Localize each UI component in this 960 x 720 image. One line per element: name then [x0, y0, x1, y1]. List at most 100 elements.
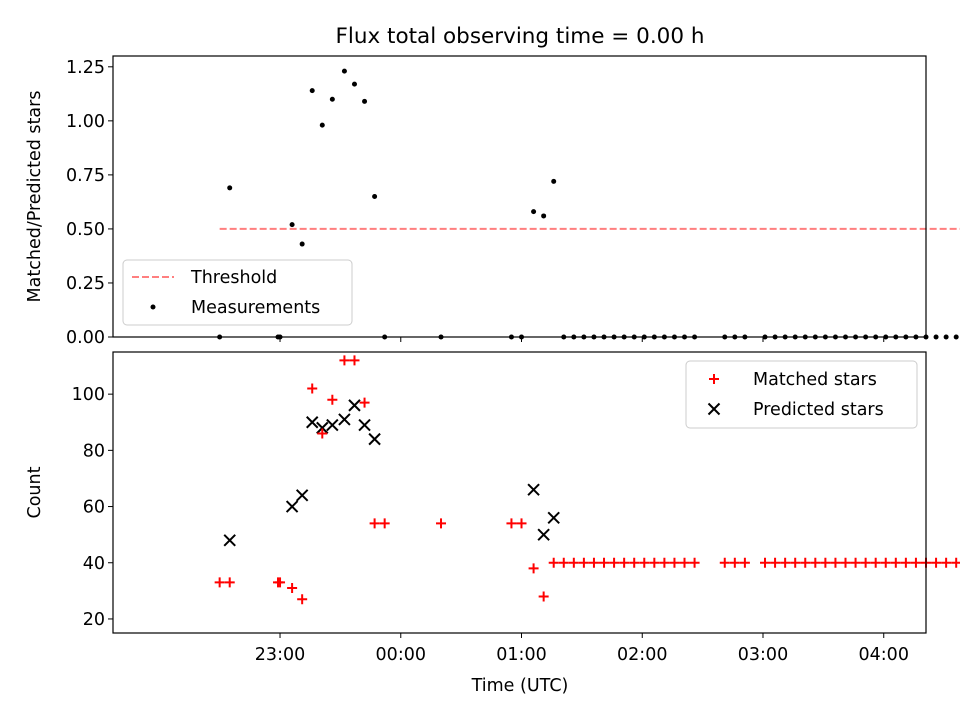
matched-star-marker — [599, 557, 610, 568]
measurement-point — [299, 241, 305, 247]
matched-star-marker — [689, 557, 700, 568]
count-panel-y-label: Count — [25, 466, 45, 518]
matched-star-marker — [659, 557, 670, 568]
y-tick-label: 1.00 — [66, 112, 105, 132]
count-panel-x-ticks: 23:00 00:00 01:00 02:00 03:00 04:00 — [255, 633, 909, 665]
matched-star-marker — [275, 577, 286, 588]
x-tick-label: 03:00 — [738, 645, 788, 665]
matched-star-marker — [679, 557, 690, 568]
matched-star-marker — [317, 428, 328, 439]
predicted-star-marker — [368, 432, 381, 446]
predicted-star-marker — [223, 534, 236, 547]
ratio-panel-y-label: Matched/Predicted stars — [25, 91, 45, 303]
x-tick-label: 02:00 — [617, 645, 667, 665]
predicted-star-marker — [547, 511, 560, 524]
matched-star-marker — [516, 518, 527, 529]
y-tick-label: 60 — [83, 498, 105, 518]
x-axis-label: Time (UTC) — [471, 676, 569, 696]
ratio-panel-frame — [112, 55, 927, 338]
matched-star-marker — [339, 355, 350, 366]
predicted-star-marker — [338, 413, 351, 426]
matched-star-marker — [860, 557, 871, 568]
matched-star-marker — [951, 557, 960, 568]
y-tick-label: 1.25 — [66, 58, 105, 78]
matched-star-marker — [588, 557, 599, 568]
predicted-star-marker — [316, 421, 329, 435]
matched-star-marker — [810, 557, 821, 568]
matched-star-marker — [538, 591, 549, 602]
y-tick-label: 80 — [83, 441, 105, 461]
matched-star-marker — [830, 557, 841, 568]
count-panel: 20 40 60 80 100 23:00 00:00 01:00 02:00 03:00 04:… — [25, 351, 960, 696]
legend-measurements-label: Measurements — [191, 298, 320, 318]
matched-star-marker — [528, 563, 539, 574]
matched-star-marker — [619, 557, 630, 568]
legend-box — [122, 259, 353, 326]
count-panel-frame — [112, 351, 927, 634]
count-panel-legend: Matched stars Predicted stars — [685, 360, 918, 429]
measurement-point — [329, 96, 335, 102]
matched-star-marker — [224, 577, 235, 588]
matched-star-marker — [890, 557, 901, 568]
measurement-point — [551, 178, 557, 184]
matched-star-marker — [506, 518, 517, 529]
measurement-point — [341, 68, 347, 74]
matched-star-marker — [649, 557, 660, 568]
y-tick-label: 20 — [83, 610, 105, 630]
y-tick-label: 0.75 — [66, 166, 105, 186]
predicted-star-marker — [348, 399, 361, 412]
matched-star-marker — [739, 557, 750, 568]
matched-star-markers — [214, 355, 960, 605]
matched-star-marker — [840, 557, 851, 568]
chart-title: Flux total observing time = 0.00 h — [336, 24, 705, 49]
matched-star-marker — [548, 557, 559, 568]
y-tick-label: 40 — [83, 554, 105, 574]
matched-star-marker — [941, 557, 952, 568]
matched-star-marker — [578, 557, 589, 568]
measurement-point — [227, 185, 233, 191]
matched-star-marker — [790, 557, 801, 568]
matched-star-marker — [780, 557, 791, 568]
matched-star-marker — [369, 518, 380, 529]
matched-star-marker — [436, 518, 447, 529]
legend-matched-label: Matched stars — [753, 370, 877, 390]
predicted-star-markers — [223, 399, 560, 547]
matched-star-marker — [568, 557, 579, 568]
y-tick-label: 0.00 — [66, 328, 105, 348]
legend-threshold-label: Threshold — [190, 268, 277, 288]
matched-star-marker — [327, 394, 338, 405]
y-tick-label: 0.25 — [66, 274, 105, 294]
matched-star-marker — [629, 557, 640, 568]
x-tick-label: 00:00 — [376, 645, 426, 665]
x-tick-label: 23:00 — [255, 645, 305, 665]
measurement-point — [351, 81, 357, 87]
matched-star-marker — [770, 557, 781, 568]
matched-star-marker — [870, 557, 881, 568]
ratio-panel-legend: Threshold Measurements — [122, 259, 353, 326]
matched-star-marker — [379, 518, 390, 529]
ratio-panel-y-ticks: 0.00 0.25 0.50 0.75 1.00 1.25 — [66, 58, 113, 348]
matched-star-marker — [639, 557, 650, 568]
legend-matched-marker — [709, 374, 719, 384]
predicted-star-marker — [285, 500, 299, 513]
matched-star-marker — [850, 557, 861, 568]
x-tick-label: 04:00 — [859, 645, 909, 665]
measurement-point — [309, 88, 315, 94]
matched-star-marker — [900, 557, 911, 568]
matched-star-marker — [669, 557, 680, 568]
matched-star-marker — [931, 557, 942, 568]
matched-star-marker — [359, 397, 370, 408]
matched-star-marker — [609, 557, 620, 568]
matched-star-marker — [800, 557, 811, 568]
measurement-point — [319, 122, 325, 128]
measurement-point — [953, 334, 959, 340]
measurement-point — [943, 334, 949, 340]
predicted-star-marker — [295, 489, 309, 502]
predicted-star-marker — [326, 418, 339, 432]
legend-measurements-swatch — [150, 304, 156, 310]
matched-star-marker — [820, 557, 831, 568]
matched-star-marker — [880, 557, 891, 568]
matched-star-marker — [287, 583, 298, 594]
matched-star-marker — [307, 383, 318, 394]
